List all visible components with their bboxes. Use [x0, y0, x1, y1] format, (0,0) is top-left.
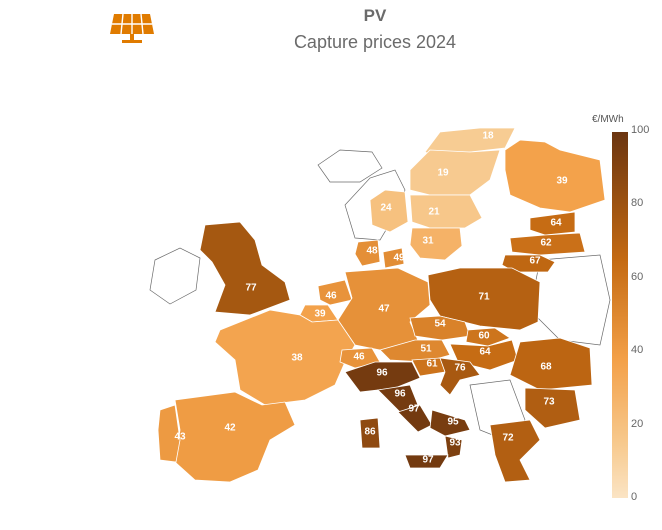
value-label-sweden-north: 19 [437, 168, 449, 179]
value-label-romania: 68 [540, 362, 552, 373]
legend-tick-20: 20 [631, 418, 644, 430]
value-label-bulgaria: 73 [543, 397, 555, 408]
value-label-sardinia: 86 [364, 427, 376, 438]
value-label-denmark-east: 49 [393, 253, 405, 264]
region-slovakia [465, 327, 511, 347]
legend-tick-0: 0 [631, 491, 638, 503]
value-label-latvia: 62 [540, 238, 552, 249]
region-sweden-south [409, 227, 463, 261]
value-label-portugal: 43 [174, 432, 186, 443]
value-label-italy-calabria: 93 [449, 438, 461, 449]
legend-tick-40: 40 [631, 344, 644, 356]
region-romania [509, 337, 593, 391]
map-labels: 18 19 39 24 21 31 64 62 67 48 49 77 46 39 47 71 54 60 51 64… [174, 131, 568, 466]
value-label-czechia: 54 [434, 319, 446, 330]
region-denmark-east [382, 247, 405, 269]
value-label-sweden-central: 21 [428, 207, 440, 218]
region-sardinia [359, 417, 381, 449]
region-portugal [157, 404, 181, 463]
value-label-finland: 39 [556, 176, 568, 187]
value-label-italy-north: 96 [376, 368, 388, 379]
value-label-switzerland: 46 [353, 352, 365, 363]
region-sicily [404, 454, 449, 469]
region-finland [504, 139, 606, 213]
region-sweden-north [409, 149, 501, 196]
value-label-united-kingdom: 77 [245, 283, 257, 294]
value-label-no-north: 18 [482, 131, 494, 142]
value-label-slovenia: 61 [426, 359, 438, 370]
value-label-france: 38 [291, 353, 303, 364]
region-norway-south [369, 189, 409, 233]
region-france [214, 309, 356, 406]
region-denmark-west [354, 239, 381, 267]
region-estonia [529, 211, 576, 236]
legend-color-bar [612, 132, 628, 498]
value-label-italy-centre-south: 97 [408, 404, 420, 415]
legend-tick-60: 60 [631, 271, 644, 283]
iceland-outline [317, 149, 383, 183]
region-spain [174, 391, 296, 483]
value-label-germany: 47 [378, 304, 390, 315]
legend-tick-80: 80 [631, 197, 644, 209]
region-italy-calabria [444, 435, 463, 459]
region-croatia [439, 357, 481, 396]
value-label-belgium: 39 [314, 309, 326, 320]
value-label-norway-south: 24 [380, 203, 392, 214]
value-label-sweden-south: 31 [422, 236, 434, 247]
value-label-italy-south: 95 [447, 417, 459, 428]
value-label-lithuania: 67 [529, 256, 541, 267]
region-italy-centre-north [377, 384, 419, 413]
value-label-estonia: 64 [550, 218, 562, 229]
ireland-outline [149, 247, 201, 305]
value-label-austria: 51 [420, 344, 432, 355]
value-label-netherlands: 46 [325, 291, 337, 302]
map-regions [157, 127, 606, 483]
region-lithuania [501, 254, 556, 273]
region-greece [489, 419, 541, 483]
value-label-poland: 71 [478, 292, 490, 303]
region-italy-north [344, 361, 421, 393]
chart-title: PV [363, 6, 387, 25]
value-label-hungary: 64 [479, 347, 491, 358]
region-united-kingdom [199, 221, 291, 316]
legend-tick-100: 100 [631, 124, 650, 136]
chart-subtitle: Capture prices 2024 [293, 32, 457, 52]
value-label-italy-centre-north: 96 [394, 389, 406, 400]
region-italy-south [429, 409, 471, 437]
value-label-slovakia: 60 [478, 331, 490, 342]
value-label-sicily: 97 [422, 455, 434, 466]
value-label-spain: 42 [224, 423, 236, 434]
region-latvia [509, 232, 586, 256]
solar-panel-icon [110, 12, 156, 46]
region-netherlands [317, 279, 353, 306]
value-label-greece: 72 [502, 433, 514, 444]
legend-unit: €/MWh [592, 114, 624, 125]
value-label-croatia: 76 [454, 363, 466, 374]
region-sweden-central [409, 194, 483, 229]
value-label-denmark-west: 48 [366, 246, 378, 257]
region-bulgaria [524, 387, 581, 429]
region-austria [379, 339, 451, 363]
region-poland [427, 267, 541, 331]
